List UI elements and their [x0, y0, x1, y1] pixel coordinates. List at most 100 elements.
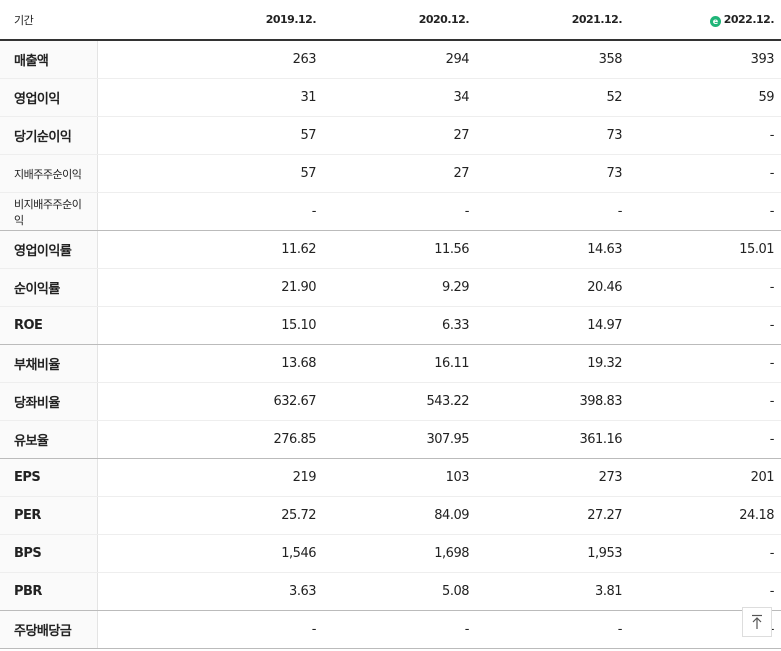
- cell-value: -: [629, 268, 781, 307]
- cell-value: -: [629, 306, 781, 345]
- cell-value: -: [629, 192, 781, 231]
- cell-value: 73: [476, 116, 629, 155]
- cell-value: 219: [97, 458, 323, 497]
- cell-value: -: [629, 154, 781, 193]
- header-period: 2019.12.: [97, 0, 323, 41]
- row-label: 유보율: [0, 420, 98, 459]
- table-row: 영업이익률 11.62 11.56 14.63 15.01: [0, 230, 781, 269]
- cell-value: -: [323, 192, 476, 231]
- table-row: 매출액 263 294 358 393: [0, 40, 781, 79]
- row-label: 부채비율: [0, 344, 98, 383]
- table-row: 주당배당금----: [0, 610, 781, 649]
- cell-value: -: [97, 610, 323, 649]
- cell-value: 73: [476, 154, 629, 193]
- cell-value: 9.29: [323, 268, 476, 307]
- header-text: 2019.12.: [265, 13, 317, 26]
- table-row: 비지배주주순이익 - - - -: [0, 192, 781, 231]
- cell-value: 543.22: [323, 382, 476, 421]
- header-text: 2021.12.: [571, 13, 623, 26]
- cell-value: 59: [629, 78, 781, 117]
- cell-value: -: [476, 192, 629, 231]
- cell-value: 13.68: [97, 344, 323, 383]
- cell-value: 6.33: [323, 306, 476, 345]
- cell-value: -: [97, 192, 323, 231]
- header-text: 기간: [14, 13, 34, 27]
- table-row: 유보율 276.85 307.95 361.16-: [0, 420, 781, 459]
- cell-value: 3.81: [476, 572, 629, 611]
- cell-value: 1,953: [476, 534, 629, 573]
- cell-value: -: [629, 382, 781, 421]
- cell-value: 1,546: [97, 534, 323, 573]
- cell-value: 11.56: [323, 230, 476, 269]
- row-label: 비지배주주순이익: [0, 192, 98, 231]
- cell-value: 276.85: [97, 420, 323, 459]
- table-row: 부채비율 13.68 16.11 19.32-: [0, 344, 781, 383]
- table-row: ROE 15.10 6.33 14.97-: [0, 306, 781, 345]
- table-row: 당기순이익 57 27 73-: [0, 116, 781, 155]
- cell-value: 27.27: [476, 496, 629, 535]
- header-row: 기간 2019.12. 2020.12. 2021.12. e 2022.12.: [0, 0, 781, 41]
- cell-value: 57: [97, 116, 323, 155]
- cell-value: 19.32: [476, 344, 629, 383]
- cell-value: 57: [97, 154, 323, 193]
- cell-value: 398.83: [476, 382, 629, 421]
- table-row: 당좌비율 632.67 543.22 398.83-: [0, 382, 781, 421]
- scroll-top-button[interactable]: [742, 607, 772, 637]
- row-label: 지배주주순이익: [0, 154, 98, 193]
- table-row: EPS 219 103 273 201: [0, 458, 781, 497]
- cell-value: 1,698: [323, 534, 476, 573]
- table-row: 지배주주순이익 57 27 73-: [0, 154, 781, 193]
- header-text: 2022.12.: [723, 12, 775, 26]
- row-label: PBR: [0, 572, 98, 611]
- cell-value: 15.10: [97, 306, 323, 345]
- row-label: 영업이익: [0, 78, 98, 117]
- row-label: BPS: [0, 534, 98, 573]
- estimate-icon: e: [709, 15, 721, 27]
- cell-value: 393: [629, 40, 781, 79]
- row-label: 매출액: [0, 40, 98, 79]
- row-label: 주당배당금: [0, 610, 98, 649]
- cell-value: 16.11: [323, 344, 476, 383]
- cell-value: -: [629, 344, 781, 383]
- cell-value: -: [323, 610, 476, 649]
- table-row: PBR 3.63 5.08 3.81-: [0, 572, 781, 611]
- cell-value: 27: [323, 154, 476, 193]
- cell-value: 361.16: [476, 420, 629, 459]
- row-label: ROE: [0, 306, 98, 345]
- cell-value: -: [629, 534, 781, 573]
- row-label: PER: [0, 496, 98, 535]
- table-row: PER 25.72 84.09 27.27 24.18: [0, 496, 781, 535]
- cell-value: 14.63: [476, 230, 629, 269]
- table-row: BPS 1,546 1,698 1,953-: [0, 534, 781, 573]
- cell-value: 294: [323, 40, 476, 79]
- row-label: 순이익률: [0, 268, 98, 307]
- cell-value: -: [629, 116, 781, 155]
- row-label: 당기순이익: [0, 116, 98, 155]
- cell-value: -: [476, 610, 629, 649]
- cell-value: -: [629, 572, 781, 611]
- cell-value: 5.08: [323, 572, 476, 611]
- table-row: 영업이익 31 34 52 59: [0, 78, 781, 117]
- header-period: 2021.12.: [476, 0, 629, 41]
- cell-value: 24.18: [629, 496, 781, 535]
- cell-value: 263: [97, 40, 323, 79]
- cell-value: 25.72: [97, 496, 323, 535]
- cell-value: 20.46: [476, 268, 629, 307]
- cell-value: 31: [97, 78, 323, 117]
- cell-value: 632.67: [97, 382, 323, 421]
- row-label: 당좌비율: [0, 382, 98, 421]
- row-label: 영업이익률: [0, 230, 98, 269]
- cell-value: 21.90: [97, 268, 323, 307]
- cell-value: 14.97: [476, 306, 629, 345]
- table-body: 매출액 263 294 358 393 영업이익 31 34 52 59 당기순이익 57 27 73- 지…: [0, 40, 781, 649]
- header-period: 2020.12.: [323, 0, 476, 41]
- cell-value: 11.62: [97, 230, 323, 269]
- arrow-up-icon: [752, 614, 762, 629]
- cell-value: 273: [476, 458, 629, 497]
- cell-value: 103: [323, 458, 476, 497]
- cell-value: 358: [476, 40, 629, 79]
- cell-value: -: [629, 420, 781, 459]
- header-text: 2020.12.: [418, 13, 470, 26]
